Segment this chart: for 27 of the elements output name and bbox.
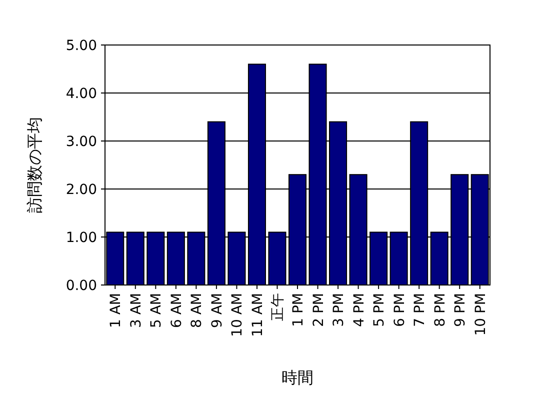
x-tick-label: 1 PM	[290, 293, 306, 327]
x-tick-label: 6 PM	[392, 293, 408, 327]
x-tick-label: 正午	[270, 293, 286, 321]
x-tick-label: 4 PM	[351, 293, 368, 327]
x-tick-label: 8 AM	[189, 293, 206, 328]
x-tick-label: 9 PM	[452, 293, 469, 327]
x-tick-label: 10 AM	[230, 293, 246, 337]
x-tick-label: 9 AM	[209, 293, 226, 328]
x-tick-label: 5 PM	[372, 293, 388, 327]
x-tick-label: 7 PM	[412, 293, 428, 327]
y-tick-label: 2.00	[66, 182, 97, 198]
y-tick-label: 1.00	[66, 230, 97, 246]
x-tick-label: 11 AM	[250, 293, 266, 337]
x-tick-label: 10 PM	[472, 293, 489, 336]
x-tick-label: 6 AM	[168, 293, 185, 328]
y-tick-label: 3.00	[66, 134, 97, 150]
x-tick-label: 5 AM	[148, 293, 165, 328]
x-tick-label: 8 PM	[432, 293, 448, 327]
x-tick-label: 2 PM	[310, 293, 327, 327]
x-tick-label: 3 AM	[128, 293, 144, 328]
y-tick-label: 4.00	[66, 86, 97, 102]
y-tick-label: 0.00	[66, 278, 97, 294]
x-axis-title: 時間	[282, 368, 314, 387]
y-axis-title: 訪問数の平均	[25, 117, 44, 213]
x-tick-label: 3 PM	[331, 293, 348, 327]
x-tick-label: 1 AM	[108, 293, 124, 328]
y-tick-label: 5.00	[66, 38, 97, 54]
